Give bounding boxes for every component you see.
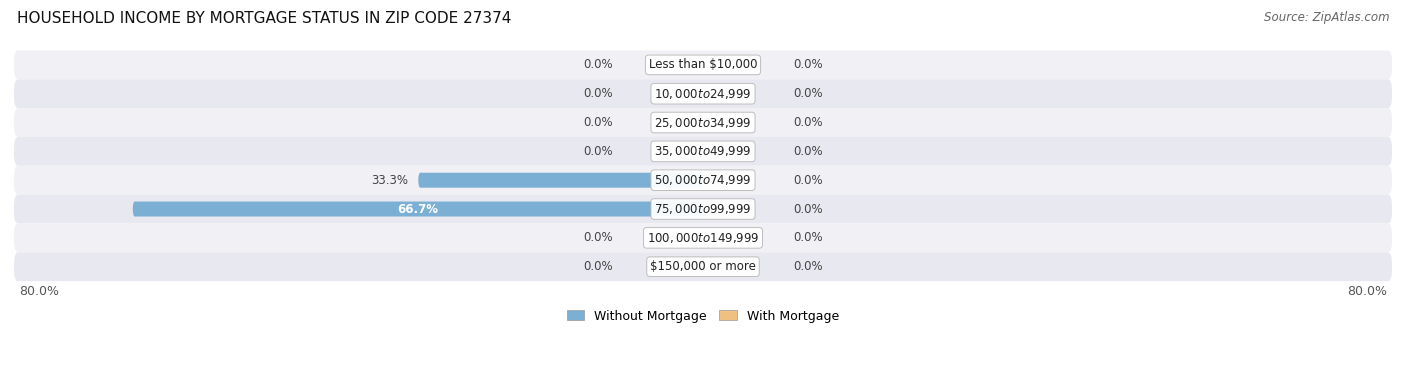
Text: 0.0%: 0.0% bbox=[793, 116, 823, 129]
Text: 0.0%: 0.0% bbox=[793, 260, 823, 273]
FancyBboxPatch shape bbox=[14, 223, 1392, 252]
Text: Source: ZipAtlas.com: Source: ZipAtlas.com bbox=[1264, 11, 1389, 24]
Text: 0.0%: 0.0% bbox=[793, 145, 823, 158]
FancyBboxPatch shape bbox=[419, 173, 703, 188]
Text: 80.0%: 80.0% bbox=[20, 285, 59, 297]
Text: $150,000 or more: $150,000 or more bbox=[650, 260, 756, 273]
Text: 0.0%: 0.0% bbox=[793, 203, 823, 215]
FancyBboxPatch shape bbox=[14, 50, 1392, 79]
Text: $10,000 to $24,999: $10,000 to $24,999 bbox=[654, 87, 752, 101]
Text: 0.0%: 0.0% bbox=[583, 260, 613, 273]
Text: 0.0%: 0.0% bbox=[583, 58, 613, 71]
Text: 80.0%: 80.0% bbox=[1347, 285, 1386, 297]
FancyBboxPatch shape bbox=[14, 137, 1392, 166]
FancyBboxPatch shape bbox=[14, 79, 1392, 108]
Text: Less than $10,000: Less than $10,000 bbox=[648, 58, 758, 71]
Text: 0.0%: 0.0% bbox=[793, 231, 823, 244]
Text: 0.0%: 0.0% bbox=[583, 116, 613, 129]
Text: $100,000 to $149,999: $100,000 to $149,999 bbox=[647, 231, 759, 245]
Text: 0.0%: 0.0% bbox=[793, 58, 823, 71]
Text: $35,000 to $49,999: $35,000 to $49,999 bbox=[654, 144, 752, 158]
Text: HOUSEHOLD INCOME BY MORTGAGE STATUS IN ZIP CODE 27374: HOUSEHOLD INCOME BY MORTGAGE STATUS IN Z… bbox=[17, 11, 512, 26]
Text: $25,000 to $34,999: $25,000 to $34,999 bbox=[654, 116, 752, 130]
FancyBboxPatch shape bbox=[132, 201, 703, 217]
Text: 33.3%: 33.3% bbox=[371, 174, 408, 187]
Text: 0.0%: 0.0% bbox=[583, 87, 613, 100]
FancyBboxPatch shape bbox=[14, 166, 1392, 195]
Text: 0.0%: 0.0% bbox=[793, 174, 823, 187]
Text: $50,000 to $74,999: $50,000 to $74,999 bbox=[654, 173, 752, 187]
Legend: Without Mortgage, With Mortgage: Without Mortgage, With Mortgage bbox=[562, 305, 844, 328]
FancyBboxPatch shape bbox=[14, 108, 1392, 137]
Text: 0.0%: 0.0% bbox=[793, 87, 823, 100]
Text: 66.7%: 66.7% bbox=[398, 203, 439, 215]
Text: 0.0%: 0.0% bbox=[583, 231, 613, 244]
Text: 0.0%: 0.0% bbox=[583, 145, 613, 158]
FancyBboxPatch shape bbox=[14, 195, 1392, 223]
FancyBboxPatch shape bbox=[14, 252, 1392, 281]
Text: $75,000 to $99,999: $75,000 to $99,999 bbox=[654, 202, 752, 216]
